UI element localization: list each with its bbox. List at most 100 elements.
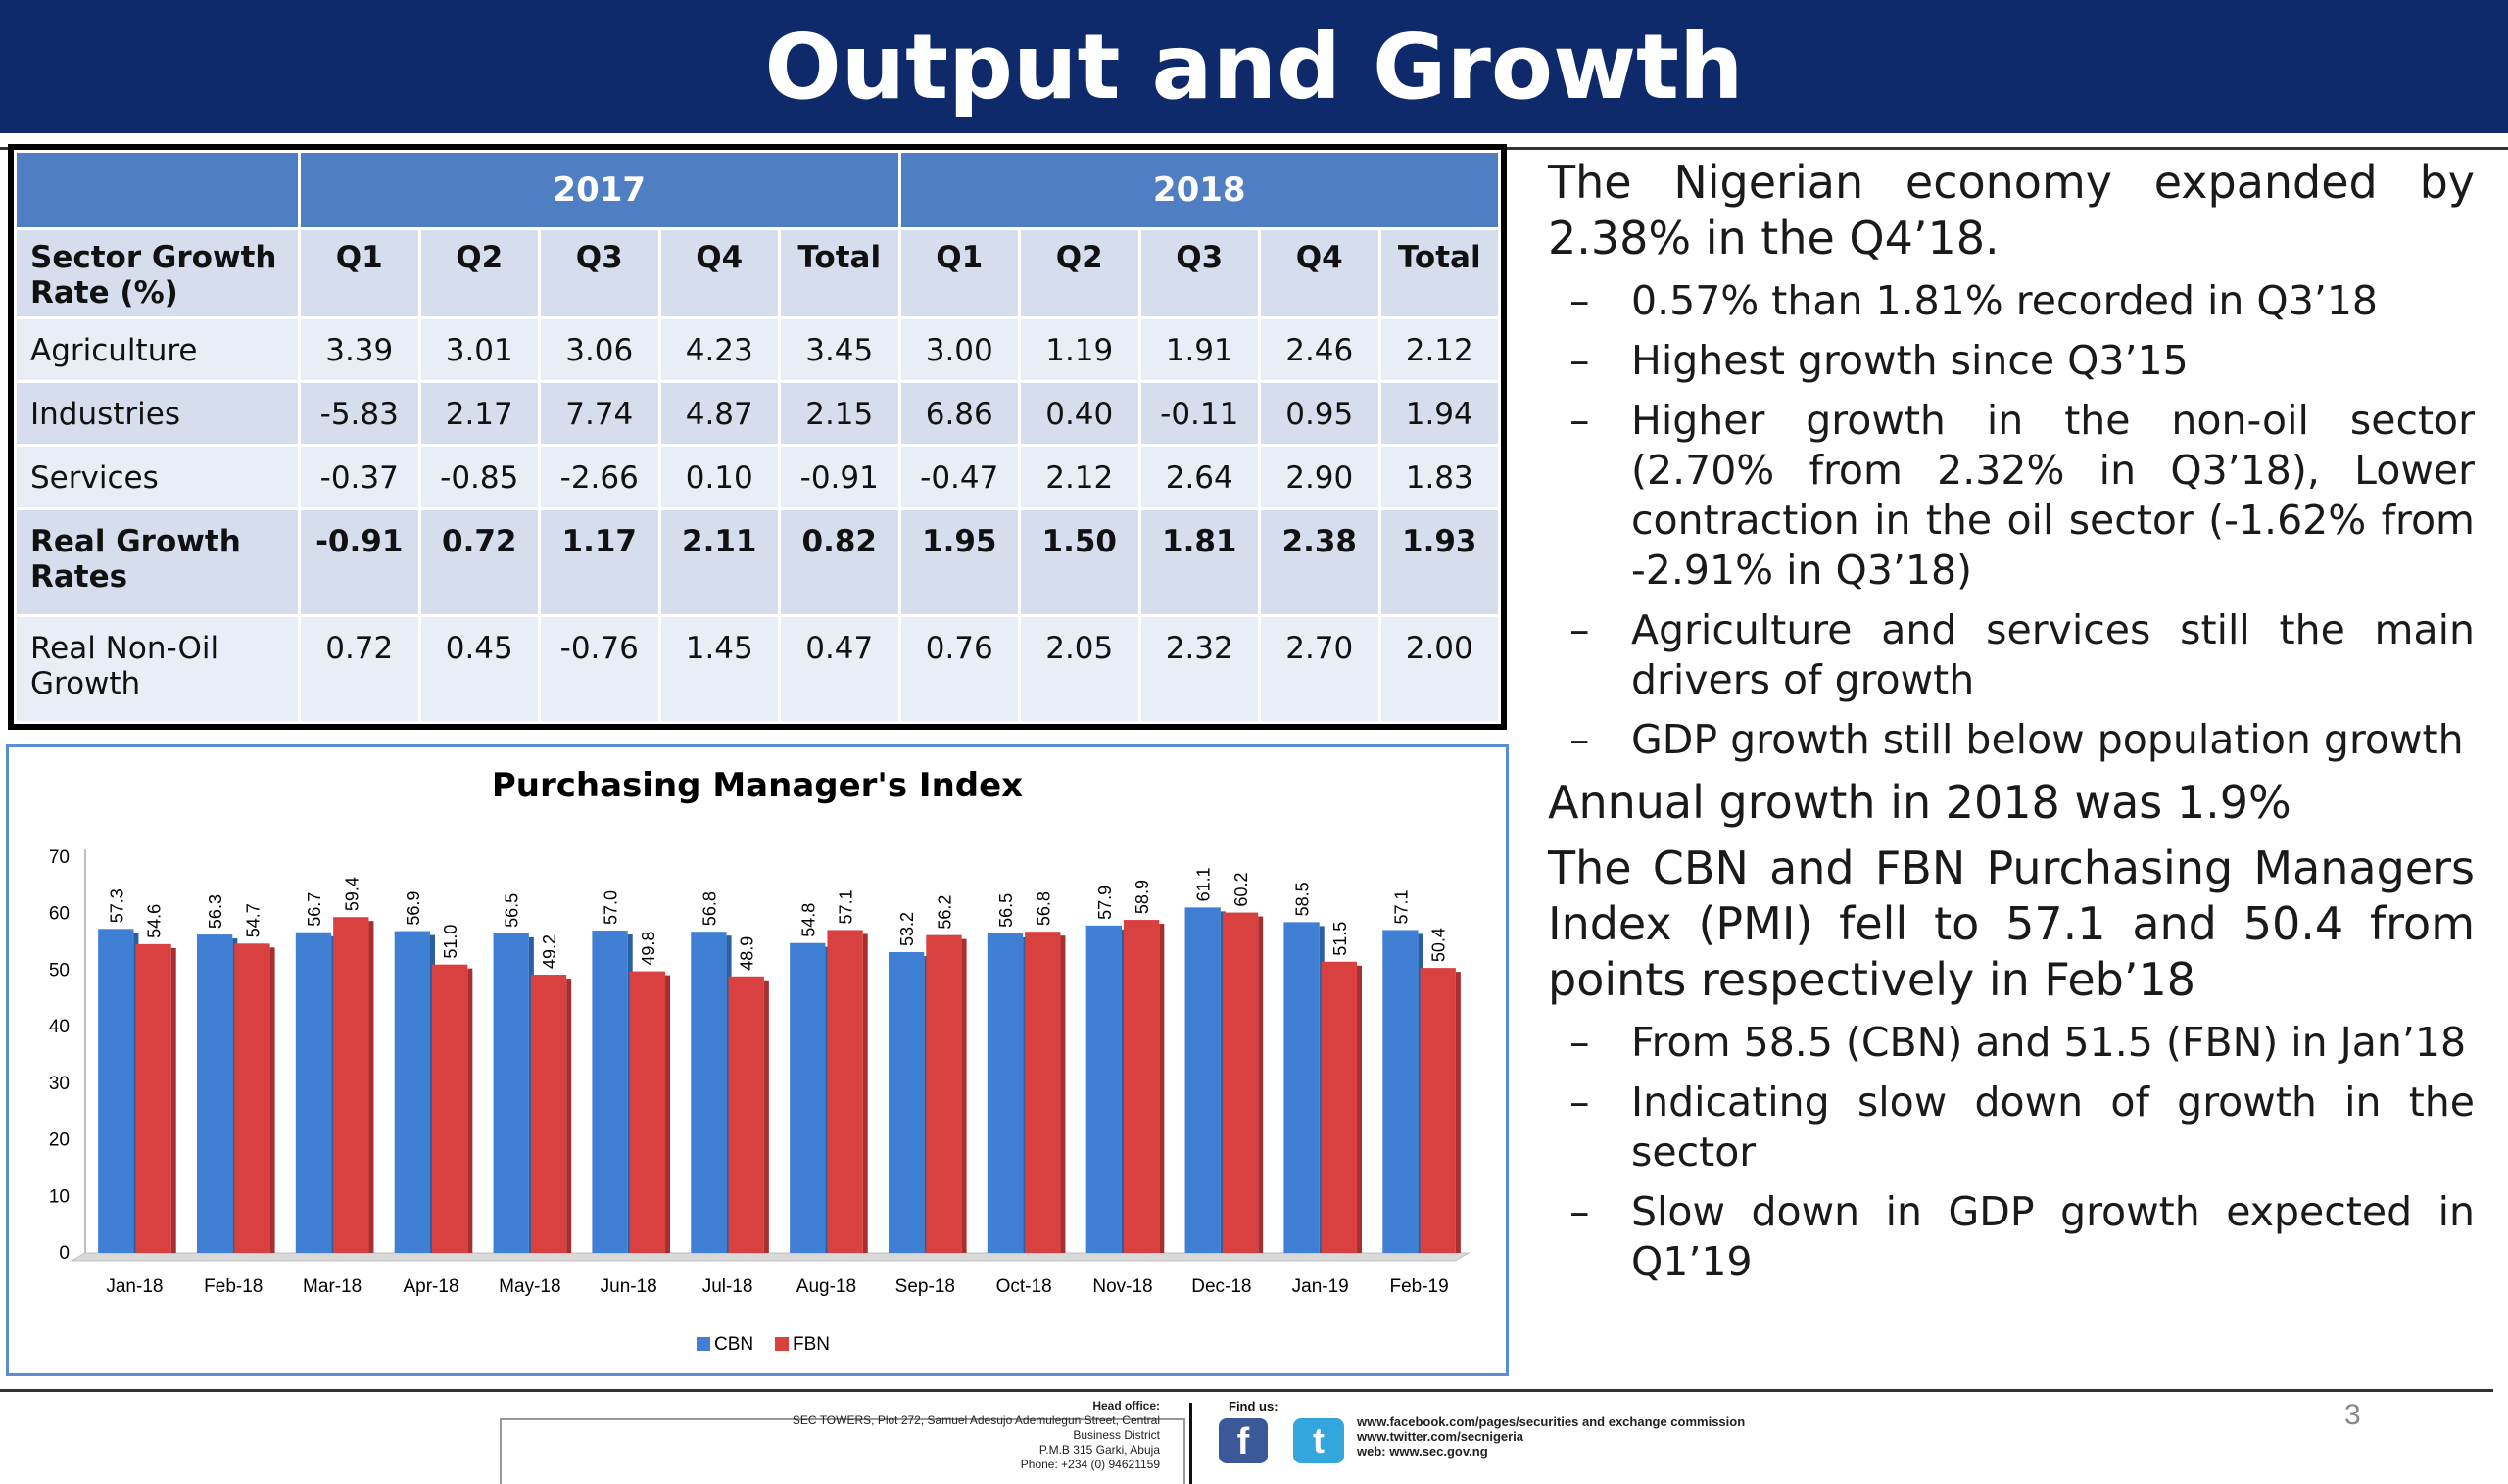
facebook-icon[interactable]: f <box>1219 1418 1268 1463</box>
twitter-icon[interactable]: t <box>1293 1418 1344 1463</box>
bullet-dash: – <box>1569 337 1590 384</box>
address-line: Business District <box>1073 1428 1160 1442</box>
x-tick-label: Apr-18 <box>403 1276 458 1297</box>
row-label: Real Non-Oil Growth <box>14 613 301 725</box>
table-cell: 4.87 <box>657 379 781 447</box>
data-label: 56.2 <box>935 895 954 930</box>
commentary-text: The Nigerian economy expanded by 2.38% i… <box>1548 156 2475 264</box>
sector-growth-table-wrap: 2017 2018 Sector Growth Rate (%) Q1 Q2 Q3 Q4… <box>8 144 1507 730</box>
footer-frame <box>500 1418 1185 1484</box>
commentary-text: The CBN and FBN Purchasing Managers Inde… <box>1548 841 2475 1006</box>
table-row: Real Growth Rates -0.91 0.72 1.17 2.11 0.82 1.… <box>14 506 1501 617</box>
data-label: 48.9 <box>738 936 757 971</box>
commentary-subpoint: – From 58.5 (CBN) and 51.5 (FBN) in Jan’1… <box>1548 1018 2475 1068</box>
bar-fbn <box>1420 968 1456 1253</box>
table-cell: 1.19 <box>1018 316 1141 383</box>
table-cell: -5.83 <box>298 379 421 447</box>
bar-cbn <box>394 931 430 1253</box>
commentary-text: GDP growth still below population growth <box>1631 716 2464 763</box>
twitter-link[interactable]: www.twitter.com/secnigeria <box>1357 1429 1524 1444</box>
bar-shade <box>1159 924 1165 1253</box>
website-link[interactable]: web: www.sec.gov.ng <box>1357 1444 1488 1459</box>
bar-shade <box>368 921 374 1253</box>
table-cell: 3.01 <box>417 316 541 383</box>
bar-cbn <box>493 933 529 1253</box>
table-cell: 2.12 <box>1018 443 1141 510</box>
table-cell: 3.45 <box>778 316 901 383</box>
data-label: 57.0 <box>602 890 621 925</box>
table-cell: 2.32 <box>1137 613 1261 725</box>
data-label: 49.8 <box>639 932 658 966</box>
data-label: 56.5 <box>996 893 1016 928</box>
column-header: Q3 <box>538 227 661 319</box>
table-cell: 2.90 <box>1258 443 1381 510</box>
column-header: Q4 <box>1258 227 1381 319</box>
bar-cbn <box>888 951 925 1253</box>
commentary-text: 0.57% than 1.81% recorded in Q3’18 <box>1631 277 2378 324</box>
table-cell: 6.86 <box>897 379 1021 447</box>
pmi-chart-panel: Purchasing Manager's Index 0 10 20 30 40 50 60 7… <box>6 744 1509 1376</box>
bar-cbn <box>1085 925 1122 1253</box>
table-cell: 1.45 <box>657 613 781 725</box>
data-label: 56.3 <box>206 894 225 929</box>
facebook-link[interactable]: www.facebook.com/pages/securities and ex… <box>1357 1414 1746 1429</box>
bar-shade <box>170 947 176 1253</box>
page-number: 3 <box>2344 1399 2361 1431</box>
data-label: 60.2 <box>1231 873 1251 907</box>
bullet-dash: – <box>1569 1188 1590 1235</box>
table-cell: -0.11 <box>1137 379 1261 447</box>
data-label: 57.9 <box>1095 886 1115 920</box>
find-us-label: Find us: <box>1229 1399 1278 1413</box>
table-cell: -0.91 <box>778 443 901 510</box>
bar-cbn <box>196 934 233 1253</box>
table-row: Services -0.37 -0.85 -2.66 0.10 -0.91 -0.47 2.1… <box>14 443 1501 510</box>
y-tick-label: 70 <box>49 847 70 868</box>
commentary-subpoint: –0.57% than 1.81% recorded in Q3’18 <box>1548 276 2475 326</box>
table-row: Agriculture 3.39 3.01 3.06 4.23 3.45 3.00 1.19 1… <box>14 316 1501 383</box>
x-tick-label: Nov-18 <box>1092 1276 1152 1297</box>
row-label: Industries <box>14 379 301 447</box>
x-tick-label: Mar-18 <box>303 1276 362 1297</box>
data-label: 58.9 <box>1133 880 1152 914</box>
commentary-panel: The Nigerian economy expanded by 2.38% i… <box>1548 155 2475 1297</box>
bar-fbn <box>135 943 171 1253</box>
table-cell: 1.94 <box>1377 379 1501 447</box>
legend-swatch <box>697 1337 710 1351</box>
x-tick-label: Oct-18 <box>996 1276 1052 1297</box>
bullet-dash: – <box>1569 716 1590 763</box>
chart-floor <box>70 1252 1471 1262</box>
data-label: 58.5 <box>1293 882 1313 916</box>
bar-fbn <box>1222 912 1259 1253</box>
data-label: 57.3 <box>107 888 126 923</box>
bar-shade <box>467 968 473 1253</box>
table-row: Industries -5.83 2.17 7.74 4.87 2.15 6.86 0.40-… <box>14 379 1501 447</box>
data-label: 56.9 <box>404 891 423 926</box>
data-label: 56.8 <box>699 891 719 926</box>
bar-fbn <box>1124 920 1160 1253</box>
table-cell: -0.37 <box>298 443 421 510</box>
footer-divider <box>0 1389 2493 1392</box>
bar-shade <box>1357 965 1363 1253</box>
commentary-subpoint: – Indicating slow down of growth in the s… <box>1548 1077 2475 1177</box>
head-office-label: Head office: <box>1092 1399 1160 1412</box>
commentary-text: From 58.5 (CBN) and 51.5 (FBN) in Jan’18 <box>1631 1019 2467 1066</box>
commentary-point: Annual growth in 2018 was 1.9% <box>1548 775 2475 831</box>
bar-cbn <box>1382 930 1419 1253</box>
table-cell: 4.23 <box>657 316 781 383</box>
table-cell: 1.81 <box>1137 506 1261 617</box>
data-label: 54.8 <box>798 903 818 937</box>
table-cell: 0.72 <box>298 613 421 725</box>
row-label-header: Sector Growth Rate (%) <box>14 227 301 319</box>
year-header-2017: 2017 <box>298 150 901 230</box>
y-tick-label: 30 <box>49 1074 70 1094</box>
bar-fbn <box>1321 961 1358 1253</box>
commentary-subpoint: – Slow down in GDP growth expected in Q1’… <box>1548 1187 2475 1287</box>
commentary-text: Agriculture and services still the main … <box>1631 606 2475 703</box>
bar-shade <box>1258 916 1264 1253</box>
sector-growth-table: 2017 2018 Sector Growth Rate (%) Q1 Q2 Q3 Q4… <box>14 150 1501 725</box>
x-tick-label: Feb-18 <box>204 1276 263 1297</box>
table-cell: 2.64 <box>1137 443 1261 510</box>
column-header: Q1 <box>897 227 1021 319</box>
footer-separator <box>1189 1403 1192 1484</box>
bar-cbn <box>790 942 826 1253</box>
